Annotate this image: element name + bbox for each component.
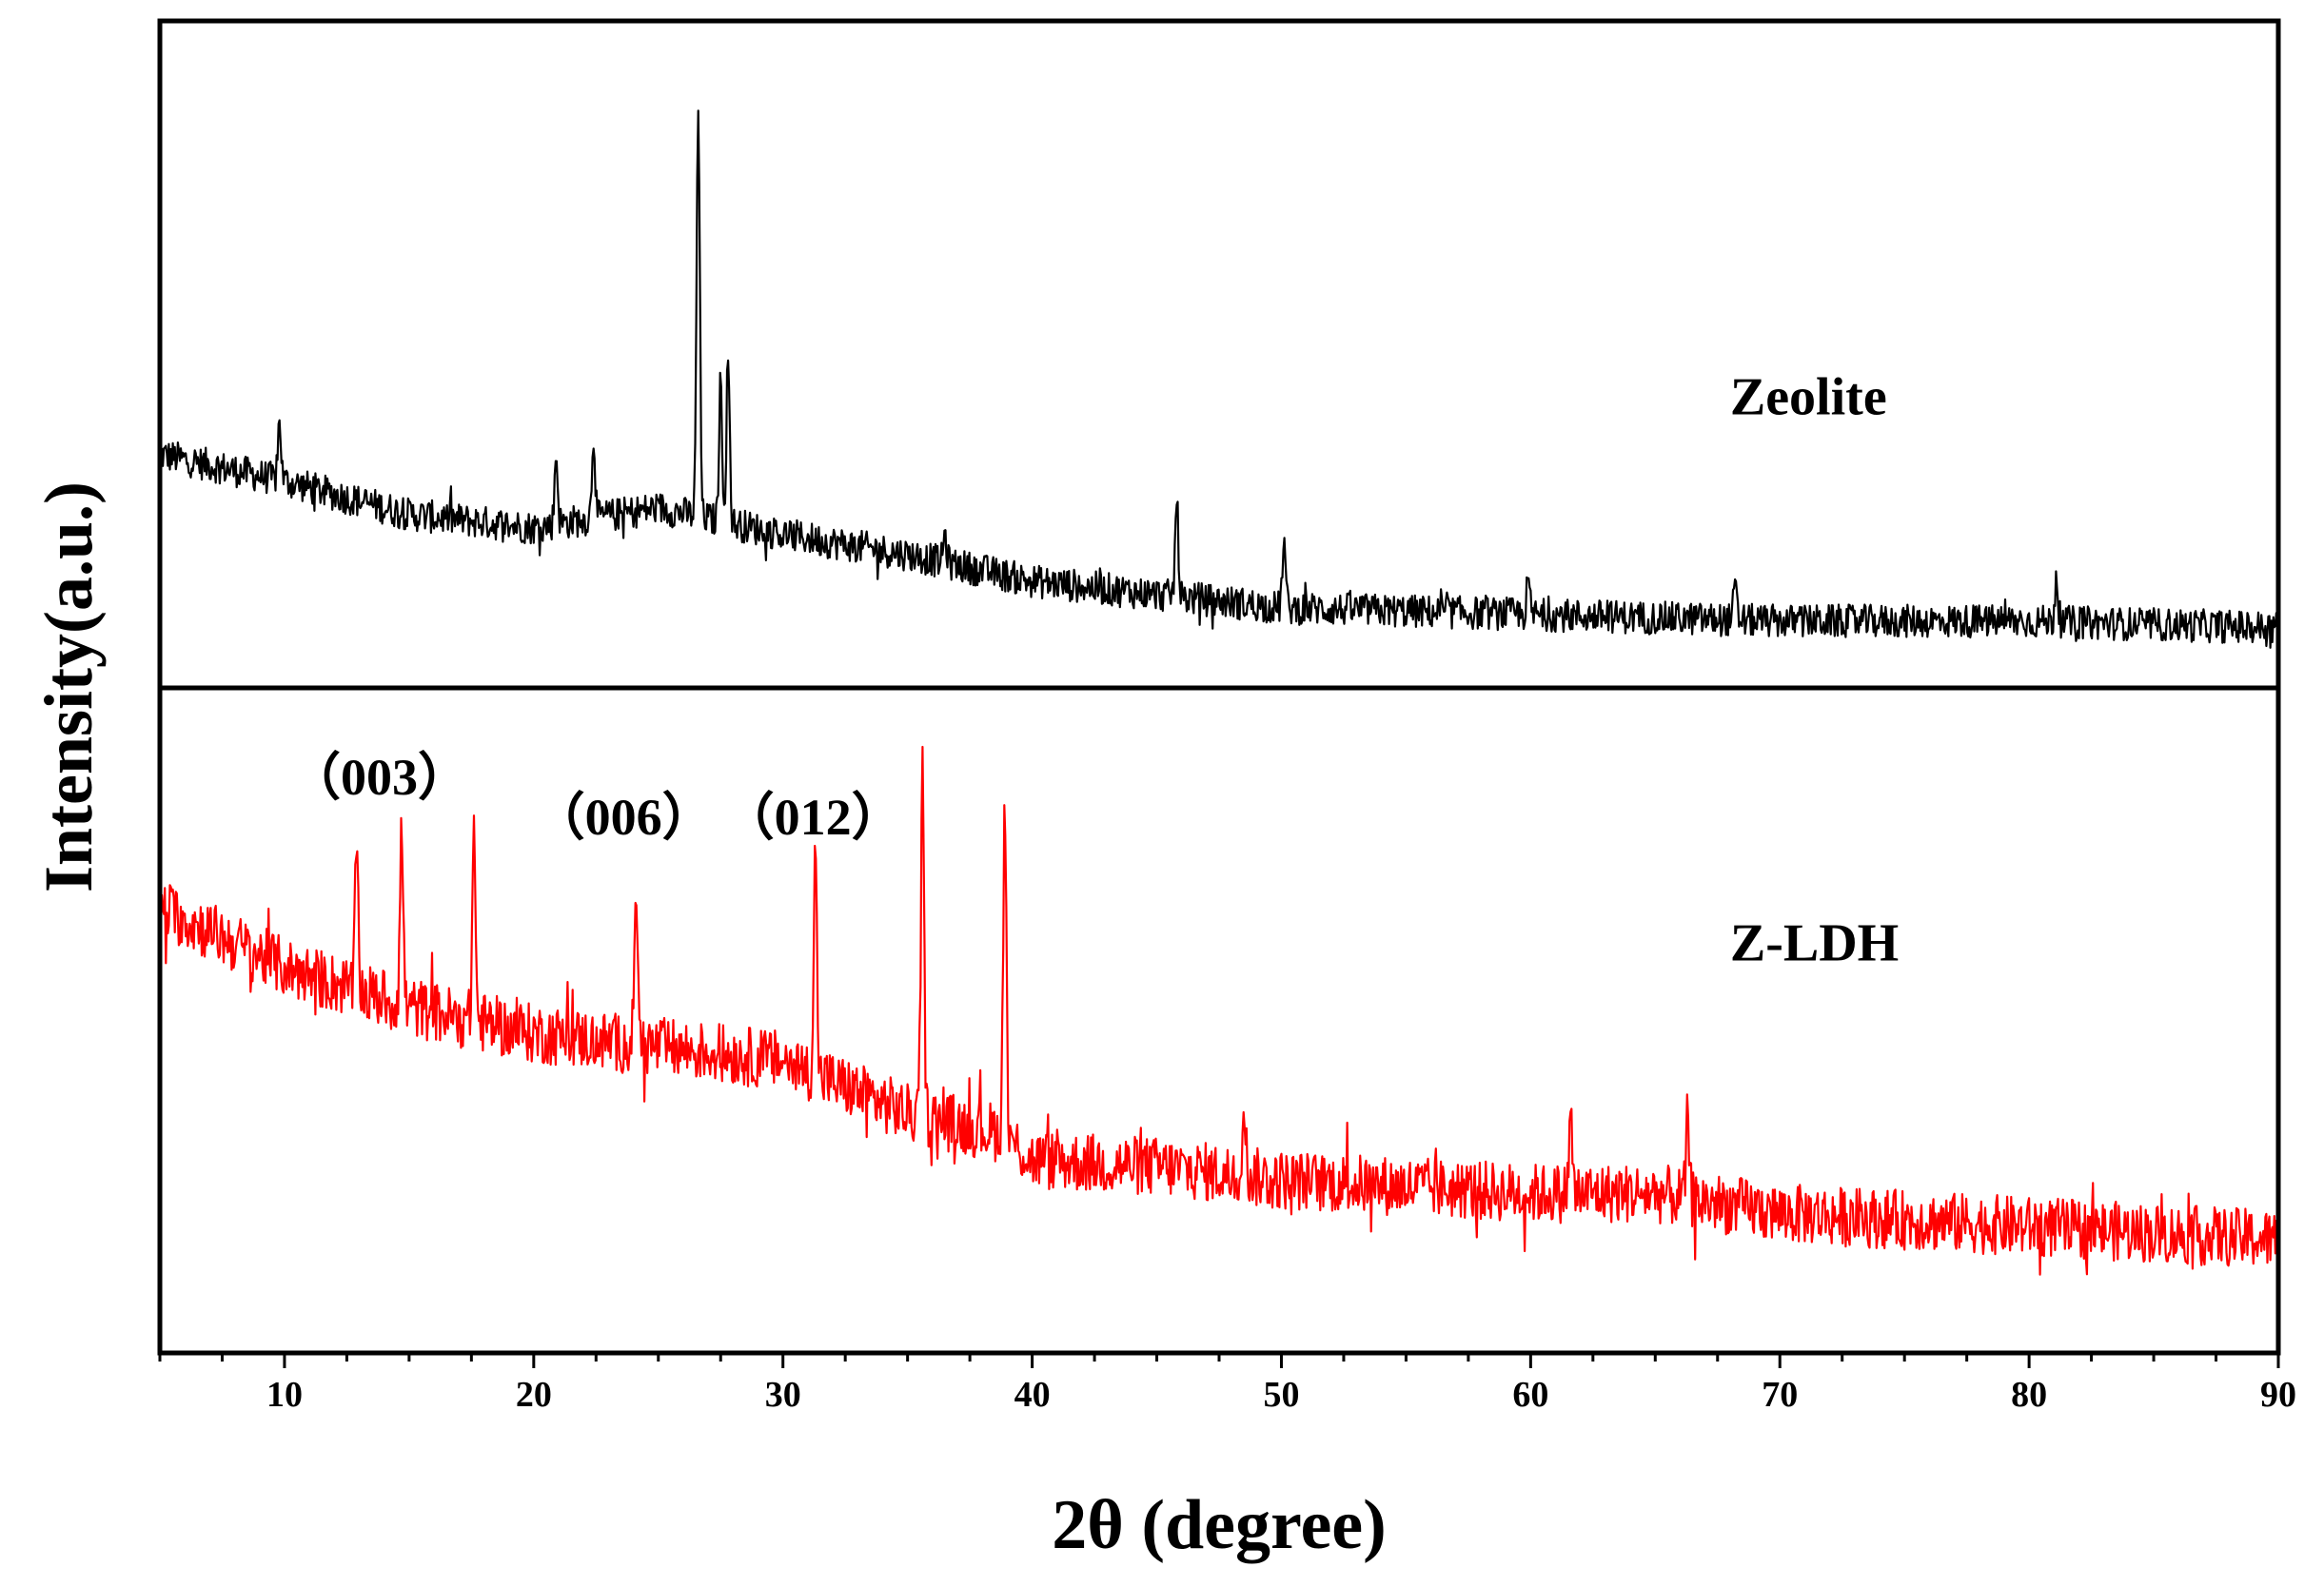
- x-tick-label: 70: [1762, 1375, 1798, 1415]
- zeolite-series-line: [159, 109, 2279, 649]
- x-axis-title: 2θ (degree): [1052, 1486, 1387, 1564]
- x-tick-label: 10: [266, 1375, 303, 1415]
- peak-label-006: （006）: [534, 789, 714, 846]
- bottom-panel: Z-LDH （003） （006） （012）: [158, 745, 2279, 1276]
- x-tick-label: 20: [516, 1375, 552, 1415]
- top-panel: Zeolite: [159, 109, 2279, 649]
- x-tick-label: 60: [1512, 1375, 1548, 1415]
- y-axis-title: Intensity(a.u.): [30, 481, 107, 892]
- x-tick-label: 40: [1014, 1375, 1051, 1415]
- peak-label-003: （003）: [289, 749, 469, 806]
- x-tick-label: 90: [2260, 1375, 2296, 1415]
- x-tick-label: 80: [2011, 1375, 2047, 1415]
- peak-label-012: （012）: [723, 789, 903, 846]
- x-axis: 10 20 30 40 50 60 70 80 90: [158, 1353, 2296, 1415]
- zeolite-series-label: Zeolite: [1730, 368, 1887, 427]
- x-tick-label: 30: [765, 1375, 801, 1415]
- z-ldh-series-line: [158, 745, 2279, 1276]
- x-tick-label: 50: [1263, 1375, 1299, 1415]
- z-ldh-series-label: Z-LDH: [1730, 914, 1899, 973]
